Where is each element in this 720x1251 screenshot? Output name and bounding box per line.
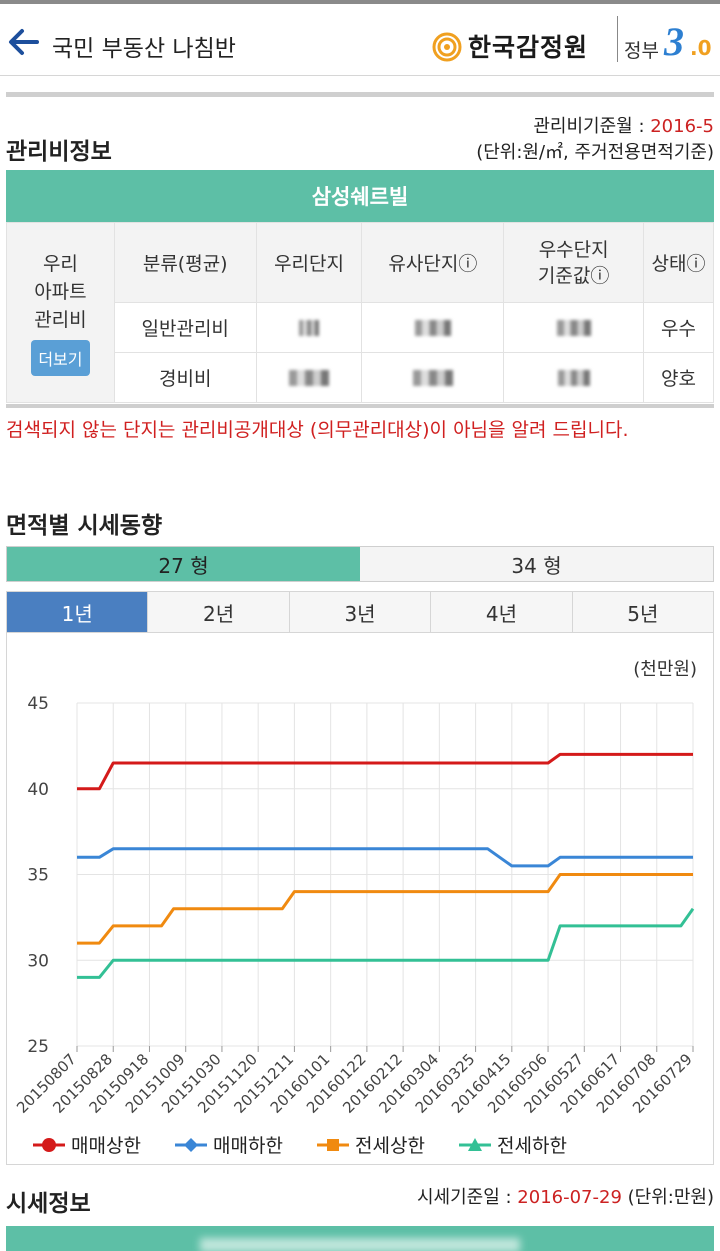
col-header-similar-complex[interactable]: 유사단지ⓘ <box>361 222 505 303</box>
period-tab-5y[interactable]: 5년 <box>572 592 714 632</box>
apartment-name-bar: 삼성쉐르빌 <box>6 170 714 222</box>
fee-value-cell <box>503 352 645 403</box>
y-tick-label: 30 <box>27 951 49 971</box>
app-title: 국민 부동산 나침반 <box>52 36 236 62</box>
col-header-status[interactable]: 상태ⓘ <box>643 222 714 303</box>
chart-unit-label: (천만원) <box>633 659 697 680</box>
legend-label: 매매상한 <box>71 1135 141 1157</box>
status-strip <box>0 0 720 4</box>
more-button[interactable]: 더보기 <box>31 339 90 376</box>
gov-version-minor: .0 <box>690 36 712 60</box>
legend-marker <box>42 1138 56 1152</box>
gov-label: 정부 <box>624 40 659 62</box>
period-tab-4y[interactable]: 4년 <box>431 592 573 632</box>
fee-unit-note: (단위:원/㎡, 주거전용면적기준) <box>476 142 714 163</box>
y-tick-label: 35 <box>27 866 49 886</box>
col-header-category: 분류(평균) <box>113 222 257 303</box>
series-line-전세하한 <box>77 907 695 979</box>
org-name: 한국감정원 <box>468 33 589 62</box>
price-trend-svg: (천만원)25303540452015080720150828201509182… <box>13 659 697 1157</box>
header-separator <box>617 16 618 62</box>
apt-fee-group-label: 우리 아파트 관리비 더보기 <box>6 222 115 403</box>
redacted-value <box>556 320 591 336</box>
period-tab-2y[interactable]: 2년 <box>148 592 290 632</box>
period-tabs: 1년 2년 3년 4년 5년 <box>6 591 714 633</box>
legend-label: 전세하한 <box>497 1135 567 1157</box>
y-tick-label: 25 <box>27 1037 49 1057</box>
y-tick-label: 40 <box>27 780 49 800</box>
back-arrow-icon[interactable] <box>6 26 40 58</box>
size-tab-34[interactable]: 34 형 <box>360 547 713 581</box>
fee-value-cell <box>361 302 505 353</box>
y-tick-label: 45 <box>27 694 49 714</box>
app-header: 국민 부동산 나침반 한국감정원 정부 3 .0 <box>0 4 720 76</box>
period-tab-3y[interactable]: 3년 <box>289 592 432 632</box>
redacted-value <box>557 370 590 386</box>
col-header-our-complex: 우리단지 <box>255 222 363 303</box>
section-divider <box>6 92 714 97</box>
period-tab-1y[interactable]: 1년 <box>7 592 149 632</box>
gov-version-logo: 3 <box>664 19 684 64</box>
market-section-title: 시세정보 <box>6 1191 91 1217</box>
fee-notice: 검색되지 않는 단지는 관리비공개대상 (의무관리대상)이 아님을 알려 드립니… <box>6 419 629 441</box>
trend-section-title: 면적별 시세동향 <box>6 513 163 539</box>
redacted-value <box>412 370 453 386</box>
legend-label: 전세상한 <box>355 1135 425 1157</box>
legend-marker <box>468 1138 482 1151</box>
legend-marker <box>184 1138 198 1152</box>
price-trend-chart: (천만원) 25 30 35 40 45 20150807 20150828 20150918 2… <box>6 633 714 1165</box>
legend-marker <box>327 1139 339 1151</box>
fee-value-cell <box>503 302 645 353</box>
fee-basis-month: 관리비기준월 : 2016-5 <box>533 116 714 137</box>
fee-table: 우리 아파트 관리비 더보기 분류(평균) 우리단지 유사단지ⓘ 우수단지 기준… <box>6 222 714 403</box>
series-line-전세상한 <box>77 873 693 945</box>
legend-label: 매매하한 <box>213 1135 283 1157</box>
redacted-value <box>414 320 451 336</box>
kab-logo-icon <box>432 32 462 62</box>
size-tabs: 27 형 34 형 <box>6 546 714 582</box>
fee-category-cell: 경비비 <box>113 352 257 403</box>
status-badge: 양호 <box>643 352 714 403</box>
section-divider <box>6 404 714 408</box>
size-tab-27[interactable]: 27 형 <box>7 547 360 581</box>
series-line-매매상한 <box>77 752 693 791</box>
redacted-value <box>289 370 330 386</box>
fee-value-cell <box>255 302 363 353</box>
fee-category-cell: 일반관리비 <box>113 302 257 353</box>
market-basis-date: 시세기준일 : 2016-07-29 (단위:만원) <box>416 1187 714 1208</box>
redacted-apartment-label <box>200 1238 520 1251</box>
fee-value-cell <box>361 352 505 403</box>
col-header-excellent-standard[interactable]: 우수단지 기준값ⓘ <box>503 222 645 303</box>
status-badge: 우수 <box>643 302 714 353</box>
fee-value-cell <box>255 352 363 403</box>
fee-section-title: 관리비정보 <box>6 139 112 165</box>
series-line-매매하한 <box>77 847 693 868</box>
redacted-value <box>299 320 320 336</box>
